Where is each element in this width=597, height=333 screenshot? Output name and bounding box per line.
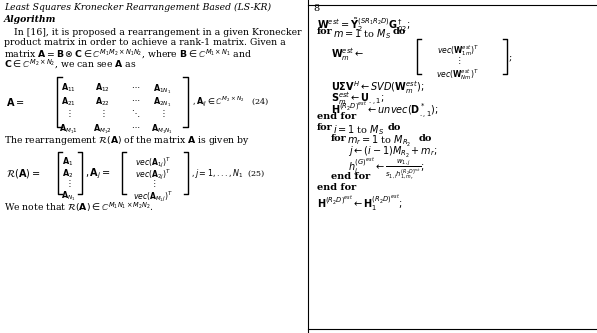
Text: $\mathbf{A}_{M_1 N_1}$: $\mathbf{A}_{M_1 N_1}$ <box>151 122 173 136</box>
Text: end for: end for <box>331 172 370 181</box>
Text: $\mathcal{R}(\mathbf{A}) =$: $\mathcal{R}(\mathbf{A}) =$ <box>6 167 41 180</box>
Text: $\cdots$: $\cdots$ <box>131 122 140 130</box>
Text: do: do <box>388 123 401 132</box>
Text: $\vdots$: $\vdots$ <box>65 108 71 119</box>
Text: $\mathbf{U}\boldsymbol{\Sigma}\mathbf{V}^H \leftarrow SVD(\mathbf{W}_m^{est});$: $\mathbf{U}\boldsymbol{\Sigma}\mathbf{V}… <box>331 79 424 96</box>
Text: $\mathbf{A}_1$: $\mathbf{A}_1$ <box>62 156 73 168</box>
Text: $\mathbf{A}_{M_1 1}$: $\mathbf{A}_{M_1 1}$ <box>59 122 78 136</box>
Text: product matrix in order to achieve a rank-1 matrix. Given a: product matrix in order to achieve a ran… <box>4 38 286 47</box>
Text: end for: end for <box>317 112 356 121</box>
Text: $\mathbf{A}_{11}$: $\mathbf{A}_{11}$ <box>60 82 75 95</box>
Text: $\mathbf{A}_{21}$: $\mathbf{A}_{21}$ <box>60 95 75 108</box>
Text: do: do <box>419 134 432 143</box>
Text: $vec(\mathbf{A}_{M_1 j})^T$: $vec(\mathbf{A}_{M_1 j})^T$ <box>133 189 173 203</box>
Text: $\vdots$: $\vdots$ <box>159 108 165 119</box>
Text: $vec(\mathbf{W}_{1m}^{est})^T$: $vec(\mathbf{W}_{1m}^{est})^T$ <box>437 43 479 58</box>
Text: $\vdots$: $\vdots$ <box>65 178 71 189</box>
Text: $\mathbf{A}_{22}$: $\mathbf{A}_{22}$ <box>94 95 109 108</box>
Text: $\mathbf{W}_m^{est} \leftarrow$: $\mathbf{W}_m^{est} \leftarrow$ <box>331 47 364 63</box>
Text: $, \mathbf{A}_{ij} \in \mathbb{C}^{M_2 \times N_2}$   (24): $, \mathbf{A}_{ij} \in \mathbb{C}^{M_2 \… <box>192 95 269 109</box>
Text: Least Squares Kronecker Rearrangement Based (LS-KR): Least Squares Kronecker Rearrangement Ba… <box>4 3 271 12</box>
Text: $\vdots$: $\vdots$ <box>99 108 105 119</box>
Text: $\mathbf{C} \in \mathbb{C}^{M_2 \times N_2}$, we can see $\mathbf{A}$ as: $\mathbf{C} \in \mathbb{C}^{M_2 \times N… <box>4 58 137 71</box>
Text: $\mathbf{A}_{2N_1}$: $\mathbf{A}_{2N_1}$ <box>153 95 171 109</box>
Text: $vec(\mathbf{A}_{1j})^T$: $vec(\mathbf{A}_{1j})^T$ <box>135 156 171 170</box>
Text: $\mathbf{A}_{N_1}$: $\mathbf{A}_{N_1}$ <box>61 189 75 202</box>
Text: matrix $\mathbf{A} = \mathbf{B} \otimes \mathbf{C} \in \mathbb{C}^{M_1 M_2 \time: matrix $\mathbf{A} = \mathbf{B} \otimes … <box>4 48 252 61</box>
Text: $vec(\mathbf{A}_{2j})^T$: $vec(\mathbf{A}_{2j})^T$ <box>135 167 171 181</box>
Text: 8: 8 <box>313 4 319 13</box>
Text: $j \leftarrow (i-1)M_{R_2} + m_r;$: $j \leftarrow (i-1)M_{R_2} + m_r;$ <box>348 145 438 160</box>
Text: $\mathbf{A}_{1N_1}$: $\mathbf{A}_{1N_1}$ <box>153 82 171 96</box>
Text: $\ddots$: $\ddots$ <box>131 108 140 119</box>
Text: $\cdots$: $\cdots$ <box>131 82 140 90</box>
Text: Algorithm: Algorithm <box>4 15 56 24</box>
Text: $, j = 1, ..., N_1$  (25): $, j = 1, ..., N_1$ (25) <box>191 167 266 180</box>
Text: $vec(\mathbf{W}_{Nm}^{est})^T$: $vec(\mathbf{W}_{Nm}^{est})^T$ <box>436 67 479 82</box>
Text: for: for <box>317 123 333 132</box>
Text: for: for <box>317 27 333 36</box>
Text: The rearrangement $\mathcal{R}(\mathbf{A})$ of the matrix $\mathbf{A}$ is given : The rearrangement $\mathcal{R}(\mathbf{A… <box>4 134 250 147</box>
Text: We note that $\mathcal{R}(\mathbf{A}) \in \mathbb{C}^{M_1 N_1 \times M_2 N_2}$.: We note that $\mathcal{R}(\mathbf{A}) \i… <box>4 200 154 213</box>
Text: $h_j^{(G)^{est}} \leftarrow \frac{w_{1,j}}{s_{1,i} h_{1,m_r}^{(R_2 D)^{est}}};$: $h_j^{(G)^{est}} \leftarrow \frac{w_{1,j… <box>348 156 424 182</box>
Text: $\mathbf{A}_{M_1 2}$: $\mathbf{A}_{M_1 2}$ <box>93 122 112 136</box>
Text: $i = 1$ to $M_S$: $i = 1$ to $M_S$ <box>333 123 384 137</box>
Text: for: for <box>331 134 347 143</box>
Text: $\mathbf{A} =$: $\mathbf{A} =$ <box>6 96 24 108</box>
Text: $\mathbf{H}^{(R_2 D)^{est}} \leftarrow \mathbf{H}_1^{(R_2 D)^{est}};$: $\mathbf{H}^{(R_2 D)^{est}} \leftarrow \… <box>317 194 402 213</box>
Text: $m = 1$ to $M_S$: $m = 1$ to $M_S$ <box>333 27 391 41</box>
Text: $\vdots$: $\vdots$ <box>455 55 461 66</box>
Text: end for: end for <box>317 183 356 192</box>
Text: ;: ; <box>509 52 512 61</box>
Text: $\cdots$: $\cdots$ <box>131 95 140 103</box>
Text: do: do <box>393 27 407 36</box>
Text: $\mathbf{H}^{(R_2D)^{est}} \leftarrow unvec(\mathbf{D}^*_{.,1});$: $\mathbf{H}^{(R_2D)^{est}} \leftarrow un… <box>331 101 439 120</box>
Text: $, \mathbf{A}_j =$: $, \mathbf{A}_j =$ <box>85 167 111 181</box>
Text: $\mathbf{A}_{12}$: $\mathbf{A}_{12}$ <box>94 82 109 95</box>
Text: $\mathbf{W}^{est} = \tilde{\mathbf{Y}}_2^{(SR_1R_2D)} \mathbf{G}_{02}^{\dagger};: $\mathbf{W}^{est} = \tilde{\mathbf{Y}}_2… <box>317 16 410 34</box>
Text: $\mathbf{A}_2$: $\mathbf{A}_2$ <box>62 167 73 179</box>
Text: In [16], it is proposed a rearrangement in a given Kronecker: In [16], it is proposed a rearrangement … <box>14 28 301 37</box>
Text: $\vdots$: $\vdots$ <box>150 178 156 189</box>
Text: $m_r = 1$ to $M_{R_2}$: $m_r = 1$ to $M_{R_2}$ <box>347 134 411 149</box>
Text: $\mathbf{S}_m^{est} \leftarrow \mathbf{U}_{.,1};$: $\mathbf{S}_m^{est} \leftarrow \mathbf{U… <box>331 90 384 107</box>
